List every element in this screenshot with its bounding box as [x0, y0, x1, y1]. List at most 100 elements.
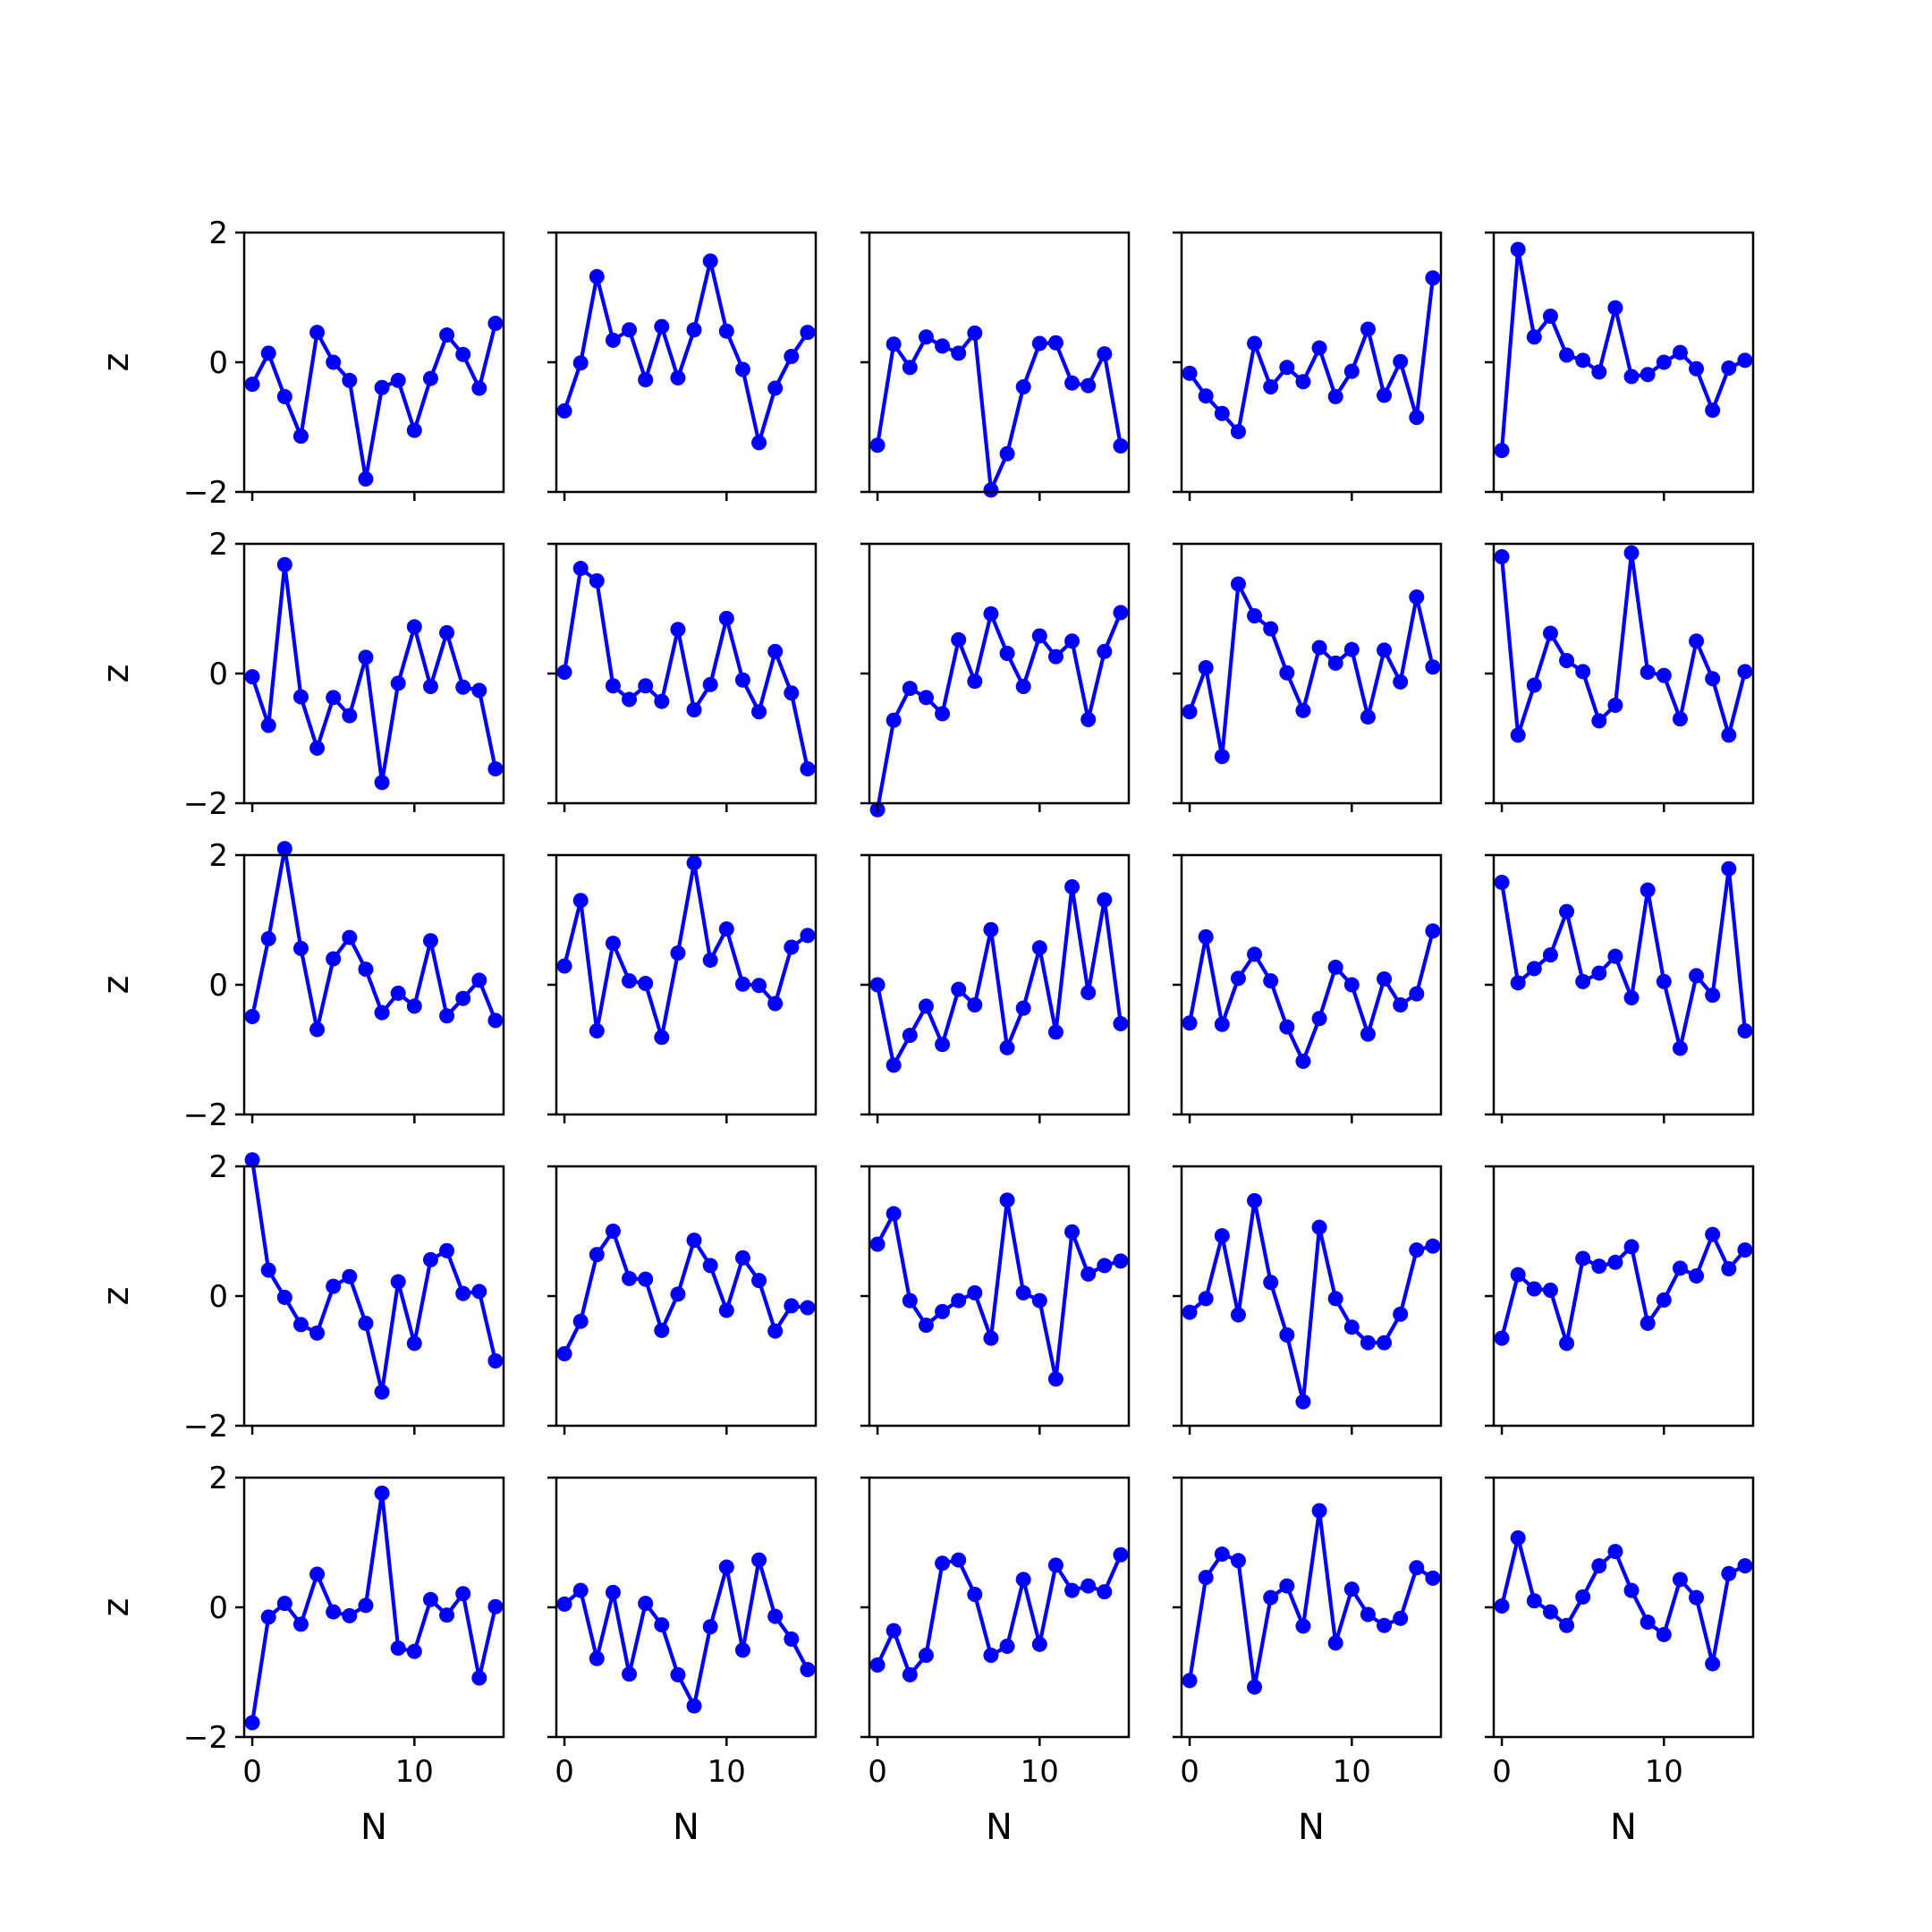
data-point: [734, 1250, 750, 1266]
data-point: [422, 1591, 438, 1607]
axes-frame: [1180, 853, 1443, 1116]
data-point: [1591, 1558, 1607, 1574]
data-point: [406, 1335, 422, 1352]
data-point: [1425, 1238, 1441, 1254]
subplot-r3-c5: [1485, 853, 1755, 1123]
data-point: [869, 1236, 886, 1252]
data-point: [1047, 1557, 1063, 1573]
data-point: [1425, 923, 1441, 939]
subplot-r2-c2: [547, 542, 818, 812]
data-point: [1230, 424, 1246, 440]
data-point: [1182, 1673, 1198, 1689]
data-point: [1064, 1224, 1080, 1240]
data-point: [1575, 664, 1591, 680]
y-tick-label: 0: [208, 1279, 228, 1315]
x-axis-label: N: [1298, 1807, 1325, 1848]
y-axis-label: z: [96, 1287, 137, 1306]
data-point: [1031, 335, 1047, 352]
series-line: [1500, 1233, 1747, 1346]
data-point: [1311, 340, 1327, 356]
data-point: [1230, 970, 1246, 987]
data-point: [935, 706, 951, 722]
data-point: [1360, 709, 1376, 725]
data-point: [1575, 973, 1591, 989]
series-line: [563, 258, 809, 445]
data-point: [734, 672, 750, 688]
data-point: [605, 1224, 621, 1239]
data-point: [1591, 965, 1607, 981]
y-axis-label: z: [96, 1598, 137, 1617]
data-point: [1559, 1335, 1575, 1352]
data-point: [374, 1485, 390, 1501]
y-tick-label: −2: [183, 1409, 228, 1445]
data-point: [1425, 659, 1441, 675]
data-point: [1705, 1226, 1721, 1242]
series-line: [563, 1557, 809, 1708]
data-point: [390, 675, 406, 691]
data-point: [918, 690, 934, 706]
data-point: [751, 435, 767, 451]
data-point: [1409, 1560, 1425, 1576]
data-point: [918, 998, 934, 1014]
data-point: [1409, 1242, 1425, 1258]
data-point: [1510, 727, 1526, 743]
data-point: [1737, 352, 1753, 369]
data-point: [1360, 1026, 1376, 1042]
data-point: [999, 646, 1015, 662]
data-point: [654, 318, 670, 335]
data-point: [886, 1623, 902, 1639]
data-point: [1640, 1614, 1656, 1631]
data-point: [1607, 948, 1623, 964]
data-point: [1360, 321, 1376, 337]
series-line: [562, 566, 809, 770]
data-point: [1343, 977, 1360, 993]
data-point: [1737, 1022, 1753, 1038]
data-point: [589, 572, 605, 589]
data-point: [1737, 1558, 1753, 1574]
data-point: [1672, 711, 1688, 727]
subplot-r3-c4: [1173, 853, 1443, 1123]
data-point: [1247, 1679, 1263, 1695]
data-point: [358, 649, 374, 665]
data-point: [455, 679, 471, 695]
x-tick-label: 0: [1492, 1754, 1512, 1790]
data-point: [751, 704, 767, 720]
data-point: [1080, 1266, 1097, 1282]
data-point: [422, 679, 438, 694]
data-point: [918, 1318, 934, 1334]
data-point: [638, 678, 654, 694]
data-point: [1591, 1258, 1607, 1275]
data-point: [326, 1604, 342, 1620]
data-point: [1064, 879, 1080, 895]
data-point: [869, 977, 886, 993]
data-point: [244, 1009, 260, 1025]
data-point: [1591, 364, 1607, 380]
data-point: [784, 939, 800, 955]
data-point: [1311, 640, 1327, 656]
data-point: [1737, 664, 1753, 680]
data-point: [1409, 986, 1425, 1002]
data-point: [886, 1057, 902, 1073]
data-point: [439, 327, 455, 343]
data-point: [1064, 1582, 1080, 1598]
data-point: [1097, 346, 1113, 362]
data-point: [1607, 300, 1623, 316]
data-point: [292, 428, 309, 445]
subplot-r2-c1: −2 0 2 z: [96, 527, 505, 822]
data-point: [374, 379, 390, 395]
data-point: [918, 329, 934, 345]
data-point: [1425, 1570, 1441, 1586]
data-point: [1182, 365, 1198, 381]
data-point: [967, 1284, 983, 1301]
data-point: [487, 761, 504, 777]
data-point: [1689, 968, 1705, 984]
data-point: [1494, 549, 1510, 564]
data-point: [918, 1648, 934, 1664]
data-point: [686, 1698, 702, 1714]
data-point: [1393, 1610, 1409, 1626]
subplot-r4-c2: [547, 1165, 818, 1435]
data-point: [1031, 940, 1047, 956]
data-point: [1409, 410, 1425, 426]
data-point: [1494, 1598, 1510, 1614]
